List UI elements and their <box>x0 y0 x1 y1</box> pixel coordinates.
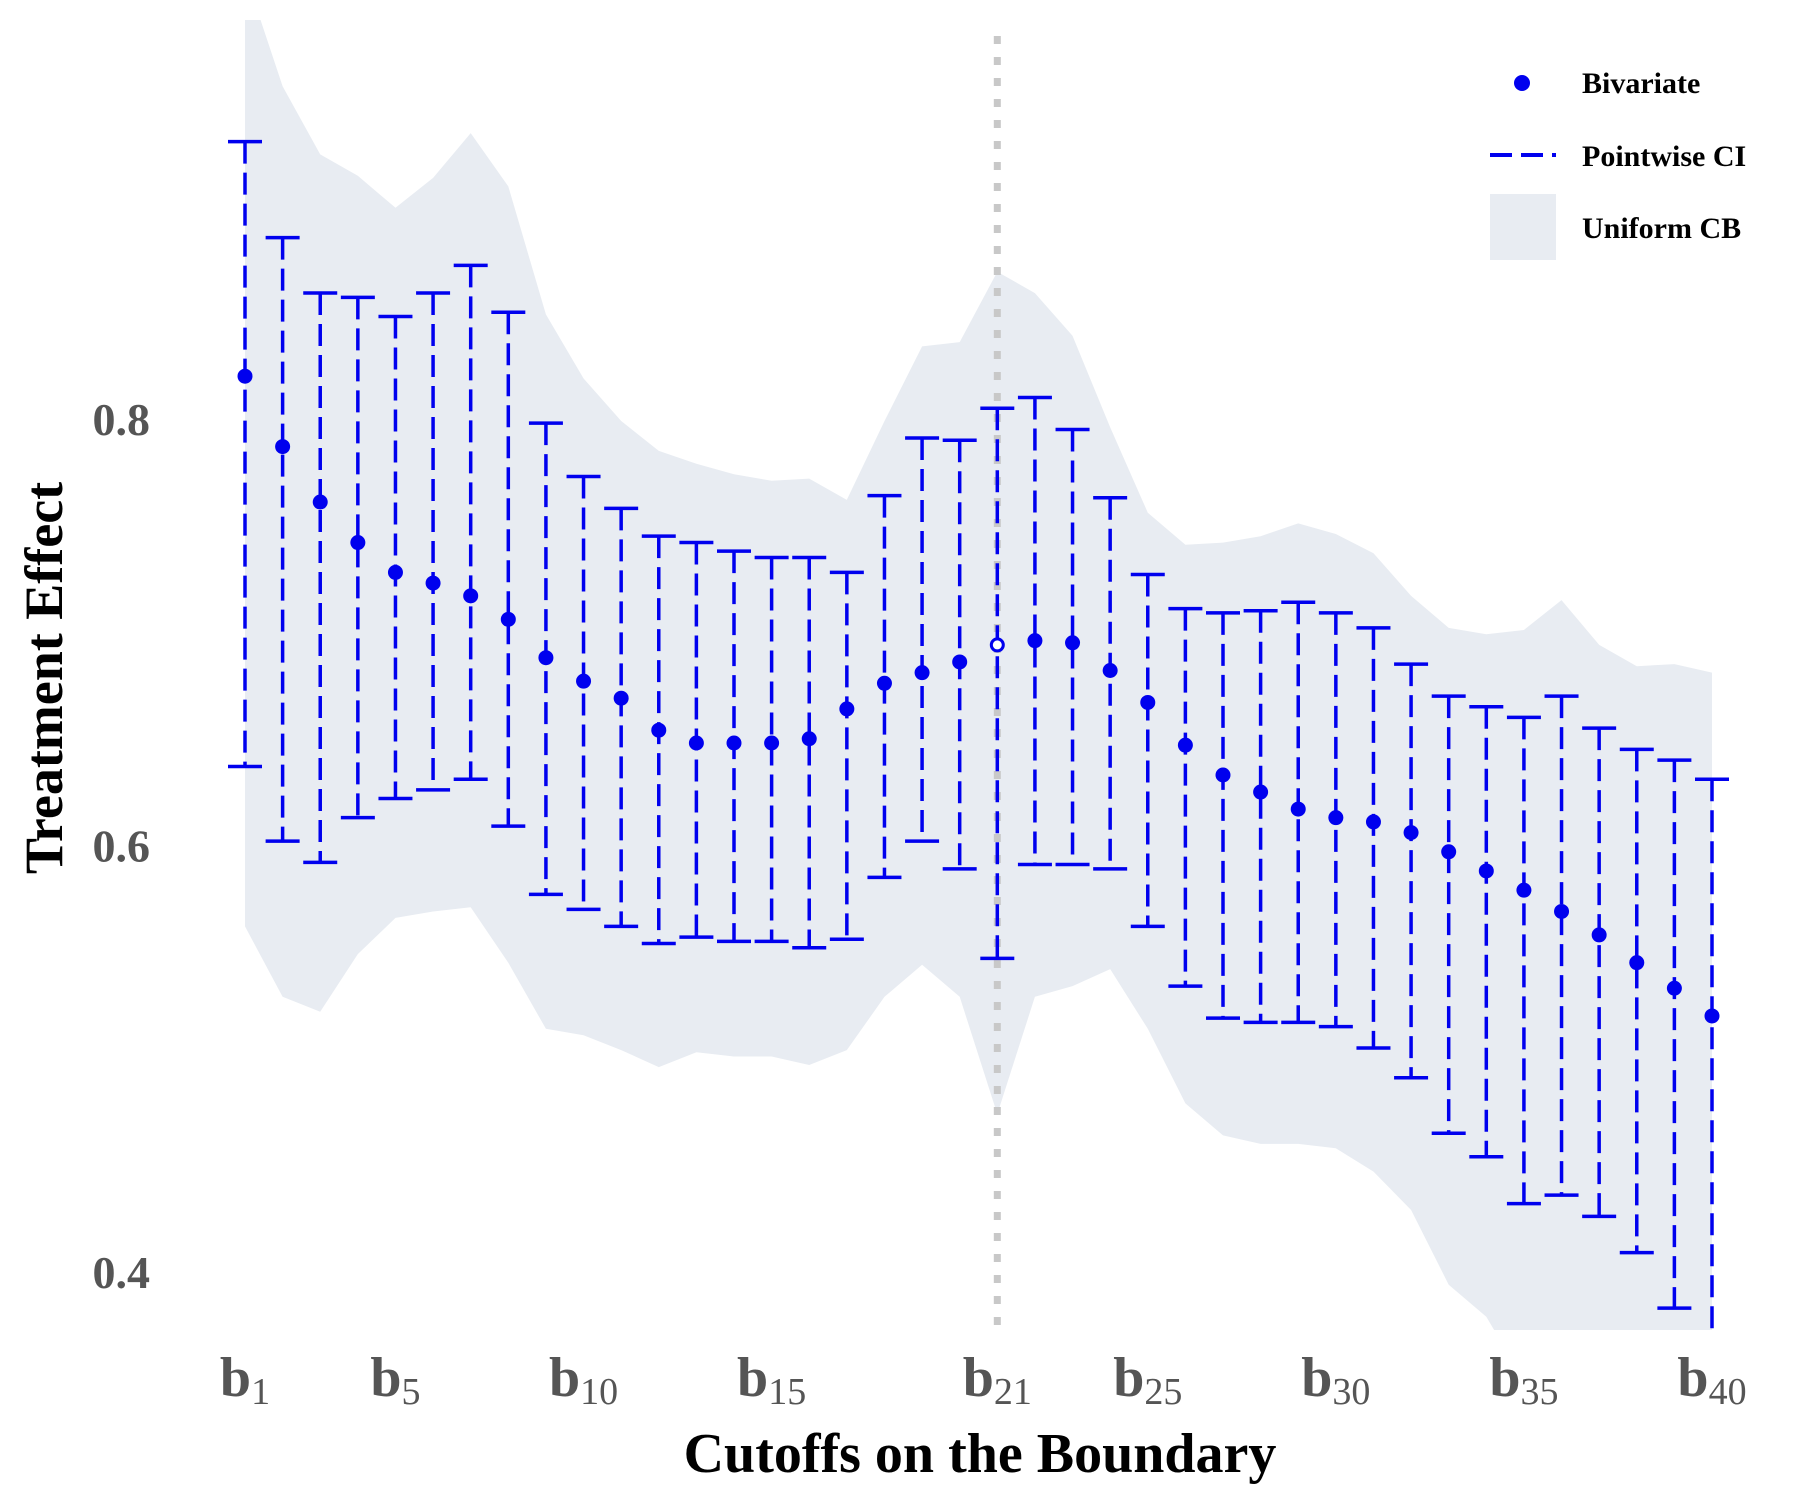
bivariate-point <box>387 564 403 580</box>
bivariate-point <box>651 722 667 738</box>
bivariate-point <box>576 673 592 689</box>
x-tick-label: b15 <box>737 1347 806 1413</box>
x-tick-label: b21 <box>963 1347 1032 1413</box>
ci-errorbar <box>1544 694 1579 1197</box>
bivariate-point <box>1328 810 1344 826</box>
bivariate-point <box>876 675 892 691</box>
bivariate-point <box>1704 1008 1720 1024</box>
uniform-cb-band <box>245 20 1712 1330</box>
bivariate-point <box>1365 814 1381 830</box>
bivariate-point <box>1065 635 1081 651</box>
x-tick-label: b30 <box>1301 1347 1370 1413</box>
bivariate-point <box>839 701 855 717</box>
ci-errorbar <box>416 291 451 792</box>
legend-bivariate-label: Bivariate <box>1582 67 1700 100</box>
x-tick-labels: b1 b5 b10 b15 b21 b25 b30 b35 b40 <box>220 1347 1747 1413</box>
bivariate-point <box>1441 844 1457 860</box>
ci-errorbar <box>453 263 488 782</box>
bivariate-point-layer <box>237 368 1720 1024</box>
ci-errorbar <box>641 534 676 946</box>
bivariate-point <box>538 650 554 666</box>
ci-errorbar <box>228 139 262 769</box>
bivariate-point <box>1215 767 1231 783</box>
ci-errorbar <box>265 235 300 843</box>
bivariate-point <box>237 368 253 384</box>
bivariate-point <box>1516 882 1532 898</box>
legend-bivariate-marker <box>1514 75 1530 91</box>
y-tick-label: 0.8 <box>93 394 151 445</box>
x-tick-label: b5 <box>370 1347 420 1413</box>
bivariate-point <box>500 611 516 627</box>
bivariate-point <box>914 665 930 681</box>
ci-errorbar <box>1431 694 1466 1136</box>
bivariate-point <box>1253 784 1269 800</box>
bivariate-point <box>1140 694 1156 710</box>
bivariate-point <box>1177 737 1193 753</box>
uniform-cb-band-layer <box>245 20 1712 1330</box>
ci-errorbar <box>1168 606 1203 988</box>
ci-errorbar <box>1130 572 1165 929</box>
bivariate-point <box>1102 663 1118 679</box>
x-tick-label: b35 <box>1489 1347 1558 1413</box>
ci-errorbar <box>1619 747 1654 1255</box>
legend-uniform-cb-label: Uniform CB <box>1582 212 1741 245</box>
bivariate-point <box>312 494 328 510</box>
bivariate-point <box>764 735 780 751</box>
y-tick-label: 0.6 <box>93 821 151 872</box>
ci-errorbar <box>1657 758 1692 1310</box>
legend-uniform-cb-marker <box>1490 194 1556 260</box>
bivariate-point <box>350 535 366 551</box>
bivariate-point <box>801 731 817 747</box>
ci-errorbar <box>1206 611 1240 1020</box>
bivariate-point <box>952 654 968 670</box>
bivariate-point <box>1478 863 1494 879</box>
bivariate-point <box>726 735 742 751</box>
x-tick-label: b40 <box>1677 1347 1746 1413</box>
x-tick-label: b10 <box>549 1347 618 1413</box>
bivariate-point <box>1403 825 1419 841</box>
bivariate-point <box>613 690 629 706</box>
ci-errorbar <box>1356 626 1391 1050</box>
legend: Bivariate Pointwise CI Uniform CB <box>1490 67 1746 260</box>
bivariate-point <box>688 735 704 751</box>
ci-errorbar <box>942 438 977 871</box>
bivariate-point <box>989 637 1005 653</box>
ci-errorbar <box>1243 609 1278 1025</box>
legend-pointwise-ci-label: Pointwise CI <box>1582 140 1746 173</box>
y-tick-label: 0.4 <box>93 1247 151 1298</box>
ci-errorbar <box>566 474 601 912</box>
bivariate-point <box>275 439 291 455</box>
ci-errorbar <box>378 314 413 801</box>
ci-errorbar <box>829 570 864 941</box>
ci-errorbar <box>980 406 1015 961</box>
ci-errorbar <box>1695 777 1729 1330</box>
ci-errorbar <box>303 291 338 865</box>
ci-errorbar <box>1017 395 1052 867</box>
bivariate-point <box>1591 927 1607 943</box>
y-axis-title: Treatment Effect <box>14 482 74 874</box>
ci-errorbar <box>1469 705 1504 1159</box>
ci-errorbar <box>340 295 375 820</box>
bivariate-point <box>1629 955 1645 971</box>
y-tick-labels: 0.4 0.6 0.8 <box>93 394 151 1298</box>
bivariate-point <box>1027 633 1043 649</box>
ci-errorbar <box>1281 600 1316 1025</box>
bivariate-point <box>425 575 441 591</box>
ci-errorbar <box>604 506 639 929</box>
ci-errorbar <box>1093 496 1128 871</box>
ci-errorbar <box>905 436 940 843</box>
x-tick-label: b25 <box>1113 1347 1182 1413</box>
x-tick-label: b1 <box>220 1347 270 1413</box>
ci-errorbar <box>1394 662 1429 1080</box>
ci-errorbar <box>1506 715 1541 1206</box>
bivariate-point <box>1290 801 1306 817</box>
ci-errorbar <box>491 310 526 828</box>
ci-errorbar <box>792 555 827 950</box>
ci-errorbar <box>1582 726 1617 1219</box>
bivariate-point <box>1554 903 1570 919</box>
bivariate-point <box>463 588 479 604</box>
bivariate-point <box>1666 980 1682 996</box>
x-axis-title: Cutoffs on the Boundary <box>684 1423 1277 1485</box>
